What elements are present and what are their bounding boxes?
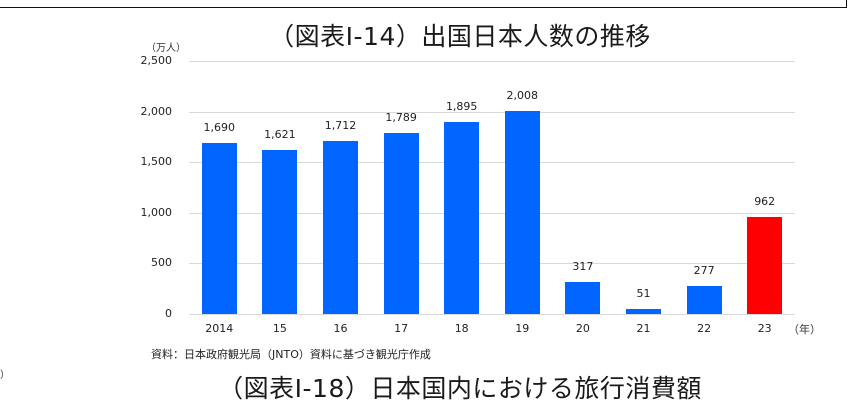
bar (626, 308, 661, 314)
x-tick-label: 20 (575, 322, 590, 335)
gridline (189, 263, 795, 265)
bar-value-label: 1,895 (445, 100, 478, 114)
plot-area: 1,690 1,621 1,712 1,789 1,895 2,008 317 51 277 96… (189, 61, 795, 315)
x-axis-unit-label: （年） (788, 323, 821, 336)
gridline (189, 314, 795, 315)
bar (686, 285, 722, 314)
bar-value-label: 51 (636, 286, 651, 300)
x-tick-label: 18 (454, 322, 469, 335)
cropped-text-fragment: ） (0, 370, 10, 381)
bar (565, 281, 601, 314)
x-tick-label: 16 (333, 322, 348, 335)
x-tick-label: 23 (757, 322, 772, 335)
bar-value-label: 277 (693, 263, 715, 277)
gridline (189, 212, 795, 214)
bar (262, 149, 298, 314)
y-tick-label: 1,500 (140, 155, 173, 169)
y-tick-label: 500 (151, 256, 172, 270)
gridline (189, 111, 795, 113)
chart-title: （図表Ⅰ-14）出国日本人数の推移 (269, 22, 651, 51)
x-tick-label: 19 (515, 322, 530, 335)
source-note: 資料：日本政府観光局（JNTO）資料に基づき観光庁作成 (151, 348, 431, 361)
bar (323, 140, 358, 314)
gridline (189, 162, 795, 164)
bar-highlight (747, 216, 783, 314)
y-axis-unit-label: （万人） (146, 43, 186, 54)
next-chart-title: （図表Ⅰ-18）日本国内における旅行消費額 (218, 374, 702, 403)
bar (201, 142, 237, 314)
gridline (189, 61, 795, 62)
page-frame-border (0, 0, 847, 8)
bar-value-label: 1,789 (385, 110, 417, 124)
y-tick-label: 0 (165, 307, 172, 320)
y-tick-label: 2,500 (140, 54, 173, 67)
bar-value-label: 1,690 (203, 120, 236, 134)
x-tick-label: 2014 (205, 322, 234, 335)
bar (504, 110, 540, 314)
x-tick-label: 15 (272, 322, 287, 335)
bar-value-label: 317 (572, 259, 594, 273)
bar-value-label: 962 (754, 194, 776, 208)
x-tick-label: 17 (394, 322, 409, 335)
x-tick-label: 21 (636, 322, 651, 335)
bar-value-label: 1,621 (264, 127, 296, 141)
bar (444, 122, 480, 314)
bar-value-label: 1,712 (324, 118, 357, 132)
x-tick-label: 22 (697, 322, 712, 335)
y-tick-label: 1,000 (140, 205, 173, 219)
y-tick-label: 2,000 (140, 104, 173, 118)
bar-value-label: 2,008 (506, 88, 539, 102)
bar (383, 132, 419, 314)
